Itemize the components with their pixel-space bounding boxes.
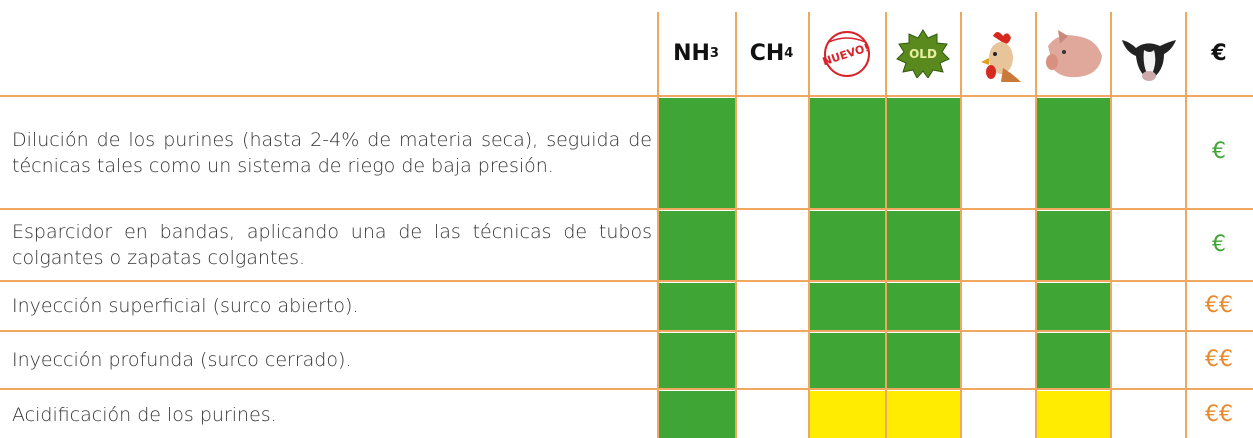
row-border bbox=[0, 330, 1253, 332]
column-border bbox=[735, 12, 737, 438]
cell-fill bbox=[1037, 98, 1110, 208]
column-border bbox=[657, 12, 659, 438]
cell-fill bbox=[887, 211, 960, 280]
chicken-icon bbox=[981, 32, 1021, 82]
column-border bbox=[885, 12, 887, 438]
column-border bbox=[1185, 12, 1187, 438]
cost-label: €€ bbox=[1205, 292, 1233, 318]
cow-icon bbox=[1122, 40, 1176, 81]
cell-fill bbox=[810, 391, 885, 438]
row-border bbox=[0, 95, 1253, 97]
row-label: Inyección superficial (surco abierto). bbox=[12, 282, 652, 330]
cell-fill bbox=[1037, 333, 1110, 388]
header-subscript: 4 bbox=[784, 46, 794, 61]
cell-fill bbox=[810, 283, 885, 330]
cell-fill bbox=[887, 283, 960, 330]
column-border bbox=[1110, 12, 1112, 438]
row-label: Inyección profunda (surco cerrado). bbox=[12, 332, 652, 388]
cost-label: € bbox=[1212, 231, 1226, 257]
row-text: Inyección superficial (surco abierto). bbox=[12, 295, 359, 317]
nuevo-stamp: NUEVO! bbox=[821, 31, 871, 77]
cell-fill bbox=[659, 211, 735, 280]
cell-fill bbox=[887, 98, 960, 208]
cell-fill bbox=[1037, 391, 1110, 438]
row-border bbox=[0, 388, 1253, 390]
pig-icon bbox=[1046, 30, 1102, 78]
row-text: Inyección profunda (surco cerrado). bbox=[12, 349, 352, 371]
cost-label: €€ bbox=[1205, 346, 1233, 372]
row-label: Acidificación de los purines. bbox=[12, 390, 652, 438]
column-border bbox=[808, 12, 810, 438]
header-text: € bbox=[1211, 41, 1227, 66]
row-label: Esparcidor en bandas, aplicando una de l… bbox=[12, 210, 652, 280]
cell-fill bbox=[887, 333, 960, 388]
cell-fill bbox=[810, 333, 885, 388]
nuevo-label: NUEVO! bbox=[821, 41, 871, 68]
cost-label: € bbox=[1212, 139, 1226, 164]
header-text: NH bbox=[673, 41, 710, 66]
cell-fill bbox=[659, 333, 735, 388]
cell-fill bbox=[810, 98, 885, 208]
header-subscript: 3 bbox=[709, 46, 719, 61]
cost-label: €€ bbox=[1205, 401, 1233, 427]
row-text: Acidificación de los purines. bbox=[12, 404, 277, 426]
column-header: NH 3 bbox=[657, 12, 735, 95]
cell-fill bbox=[659, 98, 735, 208]
cell-fill bbox=[1037, 211, 1110, 280]
cell-fill bbox=[887, 391, 960, 438]
row-border bbox=[0, 208, 1253, 210]
row-text: Esparcidor en bandas, aplicando una de l… bbox=[12, 221, 652, 269]
row-border bbox=[0, 280, 1253, 282]
cell-fill bbox=[659, 391, 735, 438]
row-text: Dilución de los purines (hasta 2-4% de m… bbox=[12, 128, 652, 177]
header-text: CH bbox=[749, 41, 785, 66]
old-badge: OLD bbox=[896, 29, 950, 78]
cell-fill bbox=[810, 211, 885, 280]
column-border bbox=[960, 12, 962, 438]
cell-fill bbox=[1037, 283, 1110, 330]
column-header: € bbox=[1185, 12, 1253, 95]
column-border bbox=[1035, 12, 1037, 438]
row-label: Dilución de los purines (hasta 2-4% de m… bbox=[12, 97, 652, 208]
old-label: OLD bbox=[909, 47, 937, 61]
column-header: CH 4 bbox=[735, 12, 808, 95]
cell-fill bbox=[659, 283, 735, 330]
